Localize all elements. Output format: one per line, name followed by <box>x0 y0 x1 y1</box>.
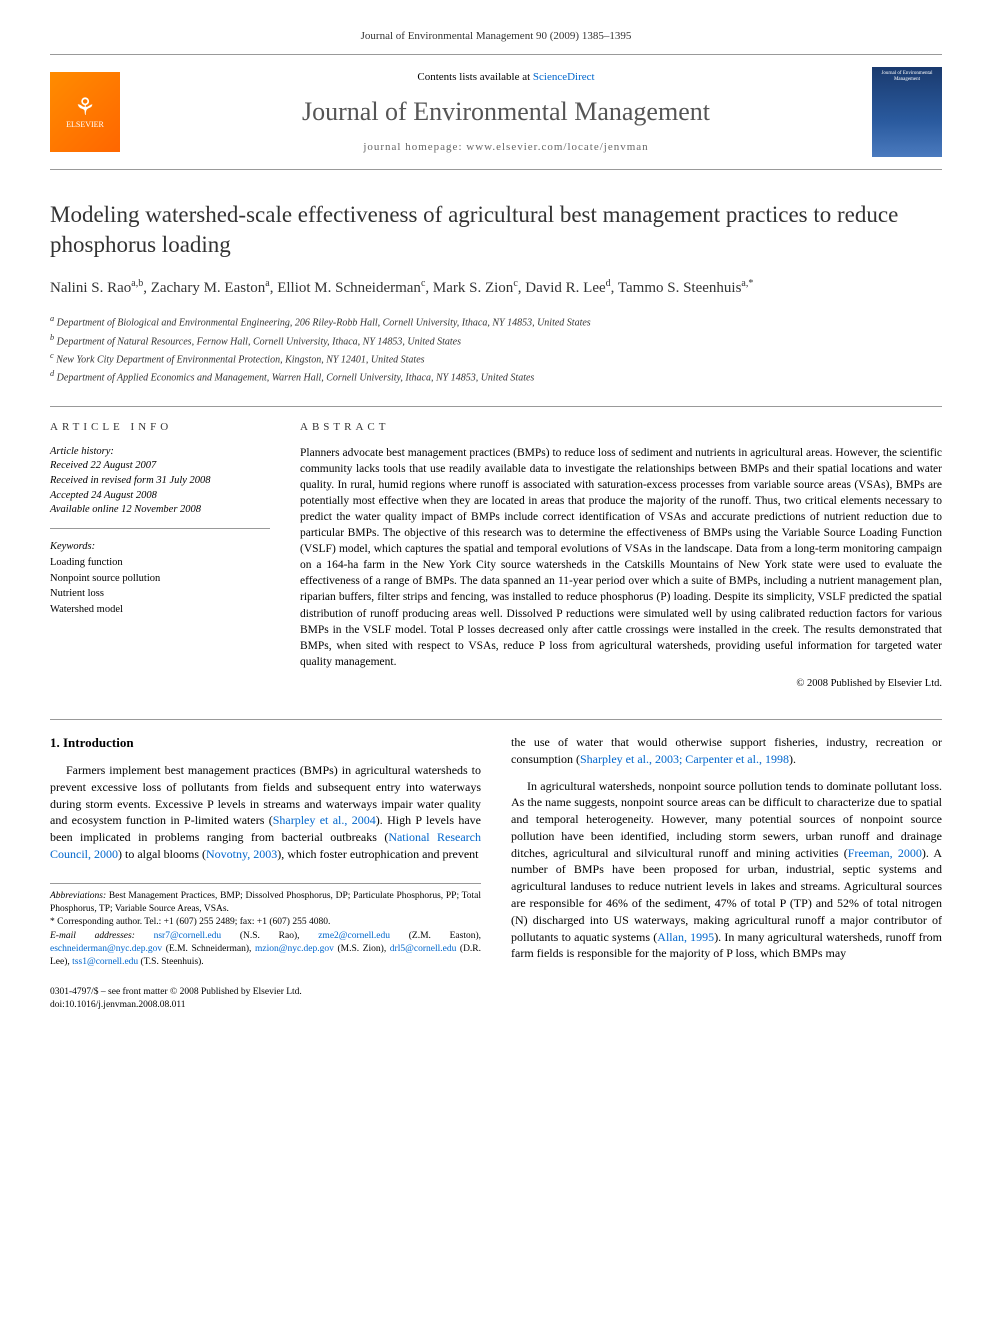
citation-link[interactable]: Freeman, 2000 <box>848 846 922 860</box>
keyword: Loading function <box>50 555 270 571</box>
corresponding-author-note: * Corresponding author. Tel.: +1 (607) 2… <box>50 916 481 929</box>
divider-bottom <box>50 719 942 720</box>
homepage-label: journal homepage: <box>363 141 466 153</box>
contents-prefix: Contents lists available at <box>417 71 532 83</box>
running-header: Journal of Environmental Management 90 (… <box>50 30 942 42</box>
email-label: E-mail addresses: <box>50 931 135 941</box>
intro-paragraph-2: In agricultural watersheds, nonpoint sou… <box>511 778 942 963</box>
homepage-url[interactable]: www.elsevier.com/locate/jenvman <box>466 141 648 153</box>
footnotes: Abbreviations: Best Management Practices… <box>50 883 481 970</box>
email-link[interactable]: drl5@cornell.edu <box>390 944 457 954</box>
banner-center: Contents lists available at ScienceDirec… <box>140 71 872 153</box>
cover-title: Journal of Environmental Management <box>876 71 938 82</box>
intro-paragraph-1: Farmers implement best management practi… <box>50 762 481 863</box>
citation-link[interactable]: Novotny, 2003 <box>206 847 277 861</box>
abbrev-label: Abbreviations: <box>50 891 106 901</box>
elsevier-tree-icon: ⚘ <box>74 96 96 120</box>
publisher-name: ELSEVIER <box>66 120 104 129</box>
abbrev-text: Best Management Practices, BMP; Dissolve… <box>50 891 481 914</box>
article-title: Modeling watershed-scale effectiveness o… <box>50 200 942 260</box>
history-label: Article history: <box>50 445 270 460</box>
abstract-text: Planners advocate best management practi… <box>300 445 942 670</box>
abstract-label: ABSTRACT <box>300 421 942 433</box>
body-columns: 1. Introduction Farmers implement best m… <box>50 734 942 1012</box>
elsevier-logo: ⚘ ELSEVIER <box>50 72 120 152</box>
article-info-column: ARTICLE INFO Article history: Received 2… <box>50 421 270 689</box>
journal-name: Journal of Environmental Management <box>140 97 872 127</box>
text-span: ), which foster eutrophication and preve… <box>277 847 478 861</box>
article-history: Article history: Received 22 August 2007… <box>50 445 270 529</box>
affiliation-line: b Department of Natural Resources, Ferno… <box>50 332 942 349</box>
right-column: the use of water that would otherwise su… <box>511 734 942 1012</box>
email-link[interactable]: zme2@cornell.edu <box>318 931 390 941</box>
email-link[interactable]: mzion@nyc.dep.gov <box>255 944 334 954</box>
front-matter-line: 0301-4797/$ – see front matter © 2008 Pu… <box>50 986 481 1013</box>
citation-link[interactable]: Allan, 1995 <box>657 930 714 944</box>
abstract-column: ABSTRACT Planners advocate best manageme… <box>300 421 942 689</box>
history-line: Received in revised form 31 July 2008 <box>50 474 270 489</box>
email-addresses-note: E-mail addresses: nsr7@cornell.edu (N.S.… <box>50 930 481 970</box>
abbreviations-note: Abbreviations: Best Management Practices… <box>50 890 481 917</box>
keyword: Nonpoint source pollution <box>50 571 270 587</box>
citation-link[interactable]: Sharpley et al., 2003; Carpenter et al.,… <box>580 752 789 766</box>
keyword: Nutrient loss <box>50 586 270 602</box>
section-1-heading: 1. Introduction <box>50 734 481 752</box>
affiliation-line: a Department of Biological and Environme… <box>50 313 942 330</box>
journal-banner: ⚘ ELSEVIER Contents lists available at S… <box>50 54 942 170</box>
corr-label: * Corresponding author. <box>50 917 144 927</box>
contents-available: Contents lists available at ScienceDirec… <box>140 71 872 83</box>
keyword: Watershed model <box>50 602 270 618</box>
history-line: Received 22 August 2007 <box>50 459 270 474</box>
article-info-label: ARTICLE INFO <box>50 421 270 433</box>
journal-homepage: journal homepage: www.elsevier.com/locat… <box>140 141 872 153</box>
email-link[interactable]: tss1@cornell.edu <box>72 957 138 967</box>
history-line: Available online 12 November 2008 <box>50 503 270 518</box>
affiliation-line: c New York City Department of Environmen… <box>50 350 942 367</box>
sciencedirect-link[interactable]: ScienceDirect <box>533 71 595 83</box>
email-link[interactable]: nsr7@cornell.edu <box>154 931 222 941</box>
doi: doi:10.1016/j.jenvman.2008.08.011 <box>50 999 481 1012</box>
info-abstract-row: ARTICLE INFO Article history: Received 2… <box>50 421 942 689</box>
keywords-block: Keywords: Loading functionNonpoint sourc… <box>50 539 270 618</box>
text-span: ) to algal blooms ( <box>118 847 206 861</box>
affiliations: a Department of Biological and Environme… <box>50 313 942 385</box>
journal-cover-thumbnail: Journal of Environmental Management <box>872 67 942 157</box>
intro-paragraph-1-cont: the use of water that would otherwise su… <box>511 734 942 768</box>
history-line: Accepted 24 August 2008 <box>50 489 270 504</box>
email-link[interactable]: eschneiderman@nyc.dep.gov <box>50 944 162 954</box>
citation-link[interactable]: Sharpley et al., 2004 <box>273 813 376 827</box>
left-column: 1. Introduction Farmers implement best m… <box>50 734 481 1012</box>
corr-text: Tel.: +1 (607) 255 2489; fax: +1 (607) 2… <box>144 917 330 927</box>
text-span: ). <box>789 752 796 766</box>
divider-top <box>50 406 942 407</box>
keywords-label: Keywords: <box>50 539 270 555</box>
issn-copyright: 0301-4797/$ – see front matter © 2008 Pu… <box>50 986 481 999</box>
abstract-copyright: © 2008 Published by Elsevier Ltd. <box>300 678 942 689</box>
author-list: Nalini S. Raoa,b, Zachary M. Eastona, El… <box>50 276 942 300</box>
affiliation-line: d Department of Applied Economics and Ma… <box>50 368 942 385</box>
